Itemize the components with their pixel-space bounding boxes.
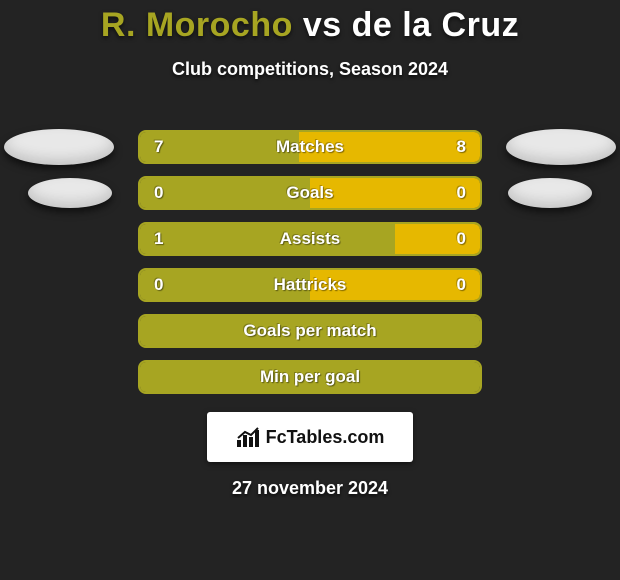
stat-row: Hattricks00 — [0, 262, 620, 308]
player2-avatar — [506, 129, 616, 165]
page-title: R. Morocho vs de la Cruz — [0, 0, 620, 45]
bar-left-fill — [140, 362, 480, 392]
bar-left-fill — [140, 316, 480, 346]
stat-bar: Goals00 — [138, 176, 482, 210]
player1-name: R. Morocho — [101, 6, 293, 44]
subtitle: Club competitions, Season 2024 — [0, 59, 620, 80]
logo-text: FcTables.com — [266, 427, 385, 448]
stat-bar: Hattricks00 — [138, 268, 482, 302]
bar-right-fill — [395, 224, 480, 254]
bar-right-fill — [310, 178, 480, 208]
stat-row: Goals per match — [0, 308, 620, 354]
vs-text: vs — [303, 6, 342, 44]
player1-avatar — [4, 129, 114, 165]
player2-name: de la Cruz — [352, 6, 519, 44]
fctables-logo-icon — [236, 426, 262, 448]
stat-bar: Assists10 — [138, 222, 482, 256]
stat-bar: Goals per match — [138, 314, 482, 348]
logo-inner: FcTables.com — [236, 426, 385, 448]
bar-left-fill — [140, 178, 310, 208]
bar-left-fill — [140, 270, 310, 300]
bar-left-fill — [140, 224, 395, 254]
bar-right-fill — [310, 270, 480, 300]
stat-row: Assists10 — [0, 216, 620, 262]
stat-row: Goals00 — [0, 170, 620, 216]
stat-bar: Min per goal — [138, 360, 482, 394]
stats-content: Matches78 Goals00 Assists10 Hattricks00 Goal… — [0, 124, 620, 400]
stat-row: Min per goal — [0, 354, 620, 400]
logo-box: FcTables.com — [207, 412, 413, 462]
bar-right-fill — [299, 132, 480, 162]
stat-bar: Matches78 — [138, 130, 482, 164]
date-text: 27 november 2024 — [0, 478, 620, 499]
bar-left-fill — [140, 132, 299, 162]
player2-avatar-small — [508, 178, 592, 208]
player1-avatar-small — [28, 178, 112, 208]
stat-row: Matches78 — [0, 124, 620, 170]
